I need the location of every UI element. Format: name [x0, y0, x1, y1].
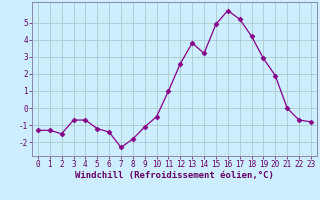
X-axis label: Windchill (Refroidissement éolien,°C): Windchill (Refroidissement éolien,°C): [75, 171, 274, 180]
